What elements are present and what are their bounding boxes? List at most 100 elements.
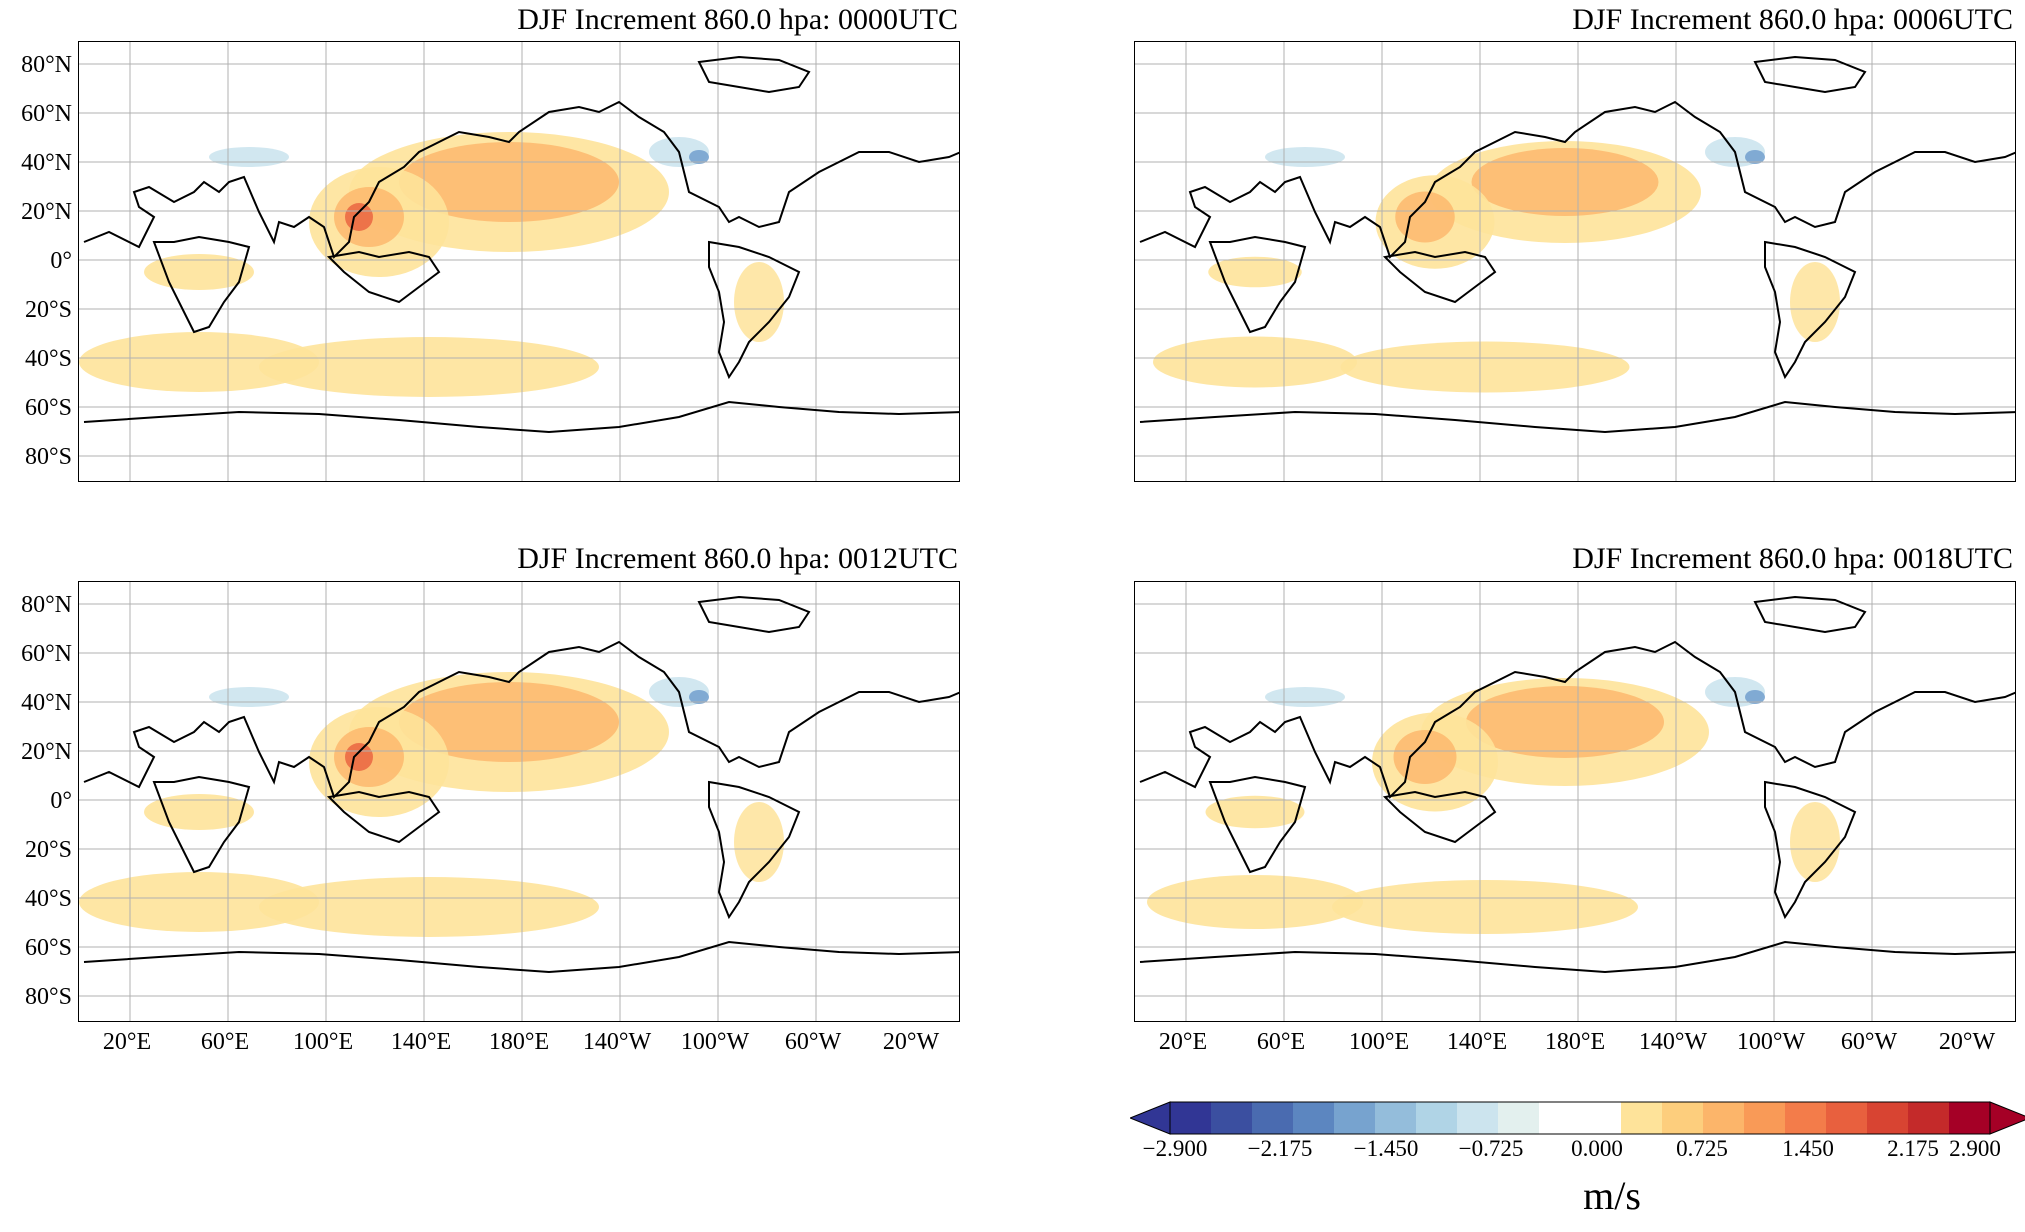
lat-label: 20°S (25, 297, 72, 323)
coastline (697, 595, 811, 634)
lon-label: 20°E (1158, 1029, 1208, 1055)
lat-label: 60°S (25, 935, 72, 961)
lat-label: 60°S (25, 395, 72, 421)
coastline (152, 775, 251, 874)
graticule (79, 42, 959, 481)
negative-increment-region (209, 147, 289, 167)
positive-increment-region (79, 332, 319, 392)
lat-label: 80°S (25, 984, 72, 1010)
colorbar-segment (1662, 1102, 1704, 1134)
coastline (708, 780, 801, 920)
map-canvas (1135, 582, 2015, 1021)
positive-increment-region (1466, 686, 1664, 758)
coastlines (1139, 595, 2015, 974)
colorbar-outline (1169, 1101, 1991, 1135)
negative-increment-region (1265, 687, 1345, 707)
lon-label: 100°W (1736, 1029, 1806, 1055)
positive-increment-region (734, 262, 784, 342)
map-plot-area (78, 581, 960, 1022)
colorbar-segment (1949, 1102, 1991, 1134)
lon-label: 100°E (292, 1029, 354, 1055)
colorbar-segment (1744, 1102, 1786, 1134)
lon-label: 20°W (882, 1029, 940, 1055)
colorbar-segment (1621, 1102, 1663, 1134)
coastlines (1139, 55, 2015, 434)
colorbar-extend-high (1989, 1101, 2025, 1135)
positive-increment-region (1208, 256, 1302, 288)
colorbar-segment (1252, 1102, 1294, 1134)
colorbar-tick-label: −0.725 (1458, 1136, 1524, 1161)
colorbar-segment (1826, 1102, 1868, 1134)
colorbar-tick-label: 2.175 (1887, 1136, 1939, 1161)
colorbar-segment (1375, 1102, 1417, 1134)
colorbar-segment (1498, 1102, 1540, 1134)
colorbar-segment (1211, 1102, 1253, 1134)
lat-label: 20°N (21, 739, 72, 765)
coastline (1753, 595, 1867, 634)
colorbar-segment (1580, 1102, 1622, 1134)
lon-label: 140°W (1638, 1029, 1708, 1055)
colorbar-tick-label: −2.900 (1142, 1136, 1208, 1161)
positive-increment-region (1340, 341, 1630, 393)
colorbar-tick-label: 2.900 (1949, 1136, 2001, 1161)
positive-increment-region (1153, 336, 1357, 388)
colorbar-segment (1539, 1102, 1581, 1134)
lon-label: 140°E (1446, 1029, 1508, 1055)
lat-label: 40°N (21, 150, 72, 176)
negative-increment-region (209, 687, 289, 707)
positive-increment-region (1790, 802, 1840, 882)
lat-label: 80°N (21, 52, 72, 78)
lon-label: 60°W (784, 1029, 842, 1055)
negative-increment-region (1745, 690, 1765, 704)
graticule (1135, 582, 2015, 1021)
colorbar-tick-label: 0.725 (1676, 1136, 1728, 1161)
coastlines (83, 55, 959, 434)
lat-label: 60°N (21, 101, 72, 127)
colorbar-tick-label: 1.450 (1782, 1136, 1834, 1161)
positive-increment-region (144, 254, 254, 290)
increment-field (1153, 137, 1840, 393)
coastline (83, 640, 959, 799)
lat-label: 60°N (21, 641, 72, 667)
colorbar-segment (1334, 1102, 1376, 1134)
graticule (1135, 42, 2015, 481)
coastline (1764, 780, 1857, 920)
positive-increment-region (1395, 191, 1455, 243)
coastline (326, 790, 441, 844)
coastline (1764, 240, 1857, 380)
lon-label: 140°W (582, 1029, 652, 1055)
lat-label: 0° (50, 248, 72, 274)
coastline (83, 100, 959, 259)
colorbar-segment (1170, 1102, 1212, 1134)
colorbar-segment (1703, 1102, 1745, 1134)
positive-increment-region (1790, 262, 1840, 342)
coastline (697, 55, 811, 94)
positive-increment-region (1205, 795, 1305, 829)
coastline (1139, 640, 2015, 799)
lat-label: 20°N (21, 199, 72, 225)
coastline (152, 235, 251, 334)
lon-label: 180°E (488, 1029, 550, 1055)
coastline (1208, 235, 1307, 334)
positive-increment-region (345, 743, 373, 771)
coastline (1208, 775, 1307, 874)
panel-title: DJF Increment 860.0 hpa: 0018UTC (1572, 542, 2013, 575)
lon-label: 60°E (1256, 1029, 1306, 1055)
colorbar-bar (1130, 1101, 2025, 1135)
positive-increment-region (144, 794, 254, 830)
coastline (1139, 940, 2015, 974)
lon-label: 140°E (390, 1029, 452, 1055)
colorbar-segment (1908, 1102, 1950, 1134)
negative-increment-region (1265, 147, 1345, 167)
colorbar-tick-label: −1.450 (1353, 1136, 1419, 1161)
lat-label: 40°S (25, 886, 72, 912)
colorbar-segment (1785, 1102, 1827, 1134)
coastline (326, 250, 441, 304)
lon-label: 60°E (200, 1029, 250, 1055)
lat-label: 80°N (21, 592, 72, 618)
map-canvas (1135, 42, 2015, 481)
coastline (1382, 250, 1497, 304)
map-plot-area (78, 41, 960, 482)
colorbar-segment (1457, 1102, 1499, 1134)
positive-increment-region (1332, 880, 1638, 934)
